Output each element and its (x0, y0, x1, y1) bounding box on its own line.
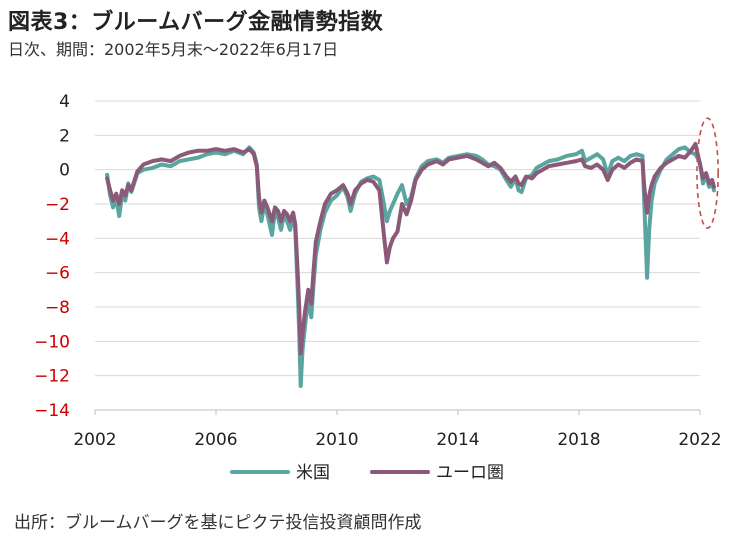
x-tick-label: 2022 (678, 430, 721, 450)
series-line-us (105, 145, 716, 388)
x-axis-ticks: 2002 2006 2010 2014 2018 2022 (73, 410, 722, 450)
series-lines (105, 141, 716, 388)
y-tick-label: −4 (45, 229, 70, 249)
y-tick-label: −12 (34, 367, 70, 387)
source-note: 出所：ブルームバーグを基にピクテ投信投資顧問作成 (14, 513, 422, 533)
y-tick-label: −2 (45, 195, 70, 215)
gridlines (95, 100, 700, 411)
x-tick-label: 2006 (194, 430, 237, 450)
legend-label-euro: ユーロ圏 (436, 463, 504, 483)
y-tick-label: 2 (59, 126, 70, 146)
y-tick-label: −6 (45, 264, 70, 284)
x-tick-label: 2002 (73, 430, 116, 450)
highlight-ellipse (696, 117, 719, 229)
legend: 米国 ユーロ圏 (230, 463, 504, 483)
x-tick-label: 2018 (557, 430, 600, 450)
y-tick-label: 0 (59, 161, 70, 181)
series-line-euro (105, 141, 716, 356)
annotations (696, 117, 719, 229)
y-tick-label: −10 (34, 332, 70, 352)
y-tick-label: 4 (59, 92, 70, 112)
legend-label-us: 米国 (296, 463, 330, 483)
x-tick-label: 2014 (436, 430, 479, 450)
x-tick-label: 2010 (315, 430, 358, 450)
chart-subtitle: 日次、期間：2002年5月末〜2022年6月17日 (8, 40, 339, 59)
y-tick-label: −14 (34, 401, 70, 421)
y-tick-label: −8 (45, 298, 70, 318)
y-axis-ticks: 4 2 0 −2 −4 −6 −8 −10 −12 −14 (34, 92, 70, 421)
chart-title: 図表3：ブルームバーグ金融情勢指数 (8, 10, 384, 35)
